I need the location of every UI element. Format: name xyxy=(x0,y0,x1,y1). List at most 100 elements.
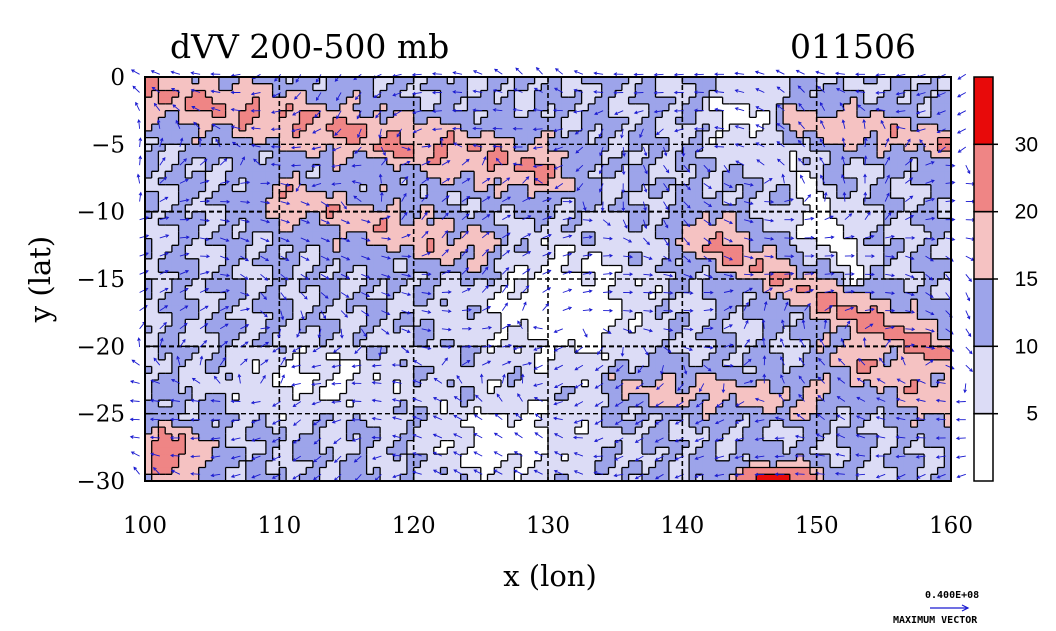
field-cell xyxy=(655,312,663,320)
field-cell xyxy=(460,171,468,179)
field-cell xyxy=(836,279,845,287)
field-cell xyxy=(480,97,489,105)
field-cell xyxy=(440,319,448,327)
field-cell xyxy=(514,299,522,307)
field-cell xyxy=(467,279,475,287)
field-cell xyxy=(239,144,247,152)
field-cell xyxy=(171,144,180,152)
field-cell xyxy=(783,178,791,186)
field-cell xyxy=(695,90,704,98)
field-cell xyxy=(823,130,831,139)
field-cell xyxy=(393,97,401,105)
field-cell xyxy=(259,305,267,314)
field-cell xyxy=(662,97,670,105)
field-cell xyxy=(353,204,361,213)
field-cell xyxy=(554,231,563,240)
field-cell xyxy=(232,225,240,233)
field-cell xyxy=(500,292,509,300)
field-cell xyxy=(306,339,314,347)
field-cell xyxy=(151,103,160,112)
field-cell xyxy=(568,97,576,105)
field-cell xyxy=(675,285,683,294)
field-cell xyxy=(534,117,542,125)
field-cell xyxy=(272,124,280,132)
field-cell xyxy=(239,178,247,186)
field-cell xyxy=(655,258,663,267)
field-cell xyxy=(736,265,744,273)
field-cell xyxy=(527,265,536,273)
field-cell xyxy=(487,184,495,193)
field-cell xyxy=(830,164,838,172)
field-cell xyxy=(608,292,616,300)
field-cell xyxy=(440,332,448,341)
field-cell xyxy=(749,137,757,145)
field-cell xyxy=(574,218,583,226)
field-cell xyxy=(944,97,952,105)
field-cell xyxy=(668,258,677,267)
field-cell xyxy=(158,279,166,287)
field-cell xyxy=(816,305,824,314)
field-cell xyxy=(581,245,589,253)
field-cell xyxy=(742,292,751,300)
field-cell xyxy=(447,137,455,145)
field-cell xyxy=(272,198,280,206)
field-cell xyxy=(668,110,677,118)
field-cell xyxy=(386,252,395,260)
field-cell xyxy=(286,204,294,213)
field-cell xyxy=(709,285,717,294)
field-cell xyxy=(185,305,193,314)
field-cell xyxy=(635,332,643,341)
field-cell xyxy=(165,312,173,320)
field-cell xyxy=(695,151,704,159)
field-cell xyxy=(910,198,919,206)
field-cell xyxy=(500,144,509,152)
field-cell xyxy=(816,90,824,98)
field-cell xyxy=(776,178,784,186)
field-cell xyxy=(265,151,274,159)
field-cell xyxy=(736,144,744,152)
field-cell xyxy=(406,353,415,361)
field-cell xyxy=(789,252,798,260)
field-cell xyxy=(440,137,448,145)
field-cell xyxy=(642,305,650,314)
field-cell xyxy=(433,211,442,219)
field-cell xyxy=(601,77,610,85)
field-cell xyxy=(548,157,556,166)
field-cell xyxy=(433,252,442,260)
field-cell xyxy=(500,245,509,253)
field-cell xyxy=(151,305,160,314)
field-cell xyxy=(917,252,925,260)
field-cell xyxy=(373,279,381,287)
field-cell xyxy=(514,171,522,179)
field-cell xyxy=(380,245,388,253)
field-cell xyxy=(541,299,549,307)
field-cell xyxy=(420,258,428,267)
field-cell xyxy=(917,103,925,112)
field-cell xyxy=(178,157,186,166)
field-cell xyxy=(729,178,737,186)
field-cell xyxy=(883,299,892,307)
field-cell xyxy=(359,305,368,314)
field-cell xyxy=(474,171,482,179)
field-cell xyxy=(574,312,583,320)
field-cell xyxy=(406,198,415,206)
field-cell xyxy=(494,299,502,307)
field-cell xyxy=(930,124,939,132)
field-cell xyxy=(595,211,603,219)
field-cell xyxy=(870,117,878,125)
field-cell xyxy=(319,252,327,260)
field-cell xyxy=(205,265,213,273)
field-cell xyxy=(460,279,468,287)
field-cell xyxy=(353,198,361,206)
field-cell xyxy=(628,151,636,159)
field-cell xyxy=(252,171,260,179)
field-cell xyxy=(171,225,180,233)
field-cell xyxy=(648,164,657,172)
field-cell xyxy=(252,191,260,199)
field-cell xyxy=(601,90,610,98)
field-cell xyxy=(568,252,576,260)
field-cell xyxy=(507,272,516,280)
field-cell xyxy=(621,191,630,199)
field-cell xyxy=(541,339,549,347)
field-cell xyxy=(796,279,804,287)
